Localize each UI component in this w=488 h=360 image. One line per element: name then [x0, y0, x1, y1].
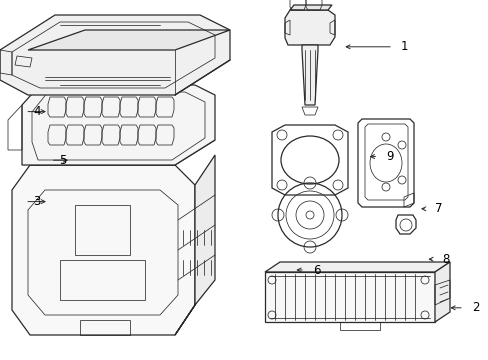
Polygon shape: [285, 10, 334, 45]
Polygon shape: [434, 262, 449, 322]
Polygon shape: [175, 155, 215, 335]
Polygon shape: [28, 30, 229, 50]
Text: 6: 6: [312, 264, 320, 276]
Polygon shape: [302, 45, 317, 105]
Text: 5: 5: [59, 154, 66, 167]
Polygon shape: [289, 5, 331, 10]
Text: 2: 2: [471, 301, 478, 314]
Text: 8: 8: [442, 253, 449, 266]
Polygon shape: [12, 165, 195, 335]
Polygon shape: [0, 15, 229, 95]
Text: 7: 7: [434, 202, 442, 215]
Text: 1: 1: [400, 40, 407, 53]
Text: 9: 9: [386, 150, 393, 163]
Polygon shape: [264, 272, 434, 322]
Text: 3: 3: [33, 195, 41, 208]
Polygon shape: [22, 85, 215, 165]
Polygon shape: [30, 140, 215, 165]
Polygon shape: [264, 262, 449, 272]
Text: 4: 4: [33, 105, 41, 118]
